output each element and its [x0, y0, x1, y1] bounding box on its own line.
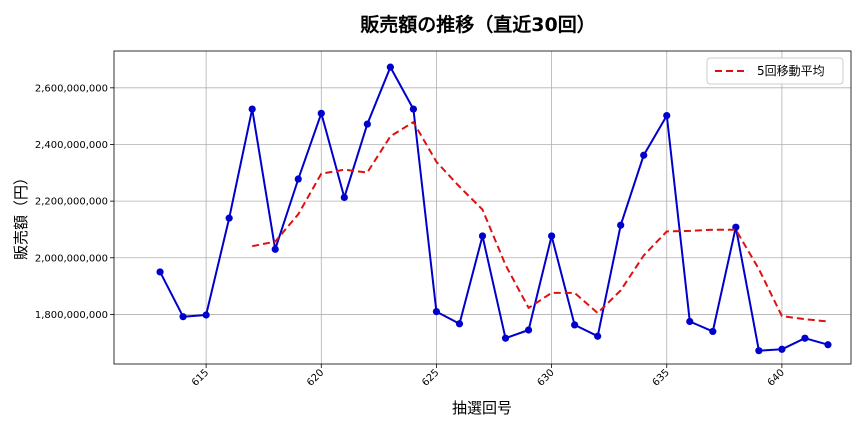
grid [114, 51, 851, 364]
sales-point [824, 341, 832, 349]
sales-point [225, 214, 233, 222]
x-axis-label: 抽選回号 [452, 399, 512, 417]
sales-point [547, 232, 556, 240]
sales-point [179, 313, 187, 321]
sales-point [663, 111, 671, 120]
sales-point [156, 268, 164, 276]
sales-point [409, 105, 418, 113]
sales-point [478, 232, 487, 240]
sales-point [524, 326, 533, 334]
x-tick-label: 625 [420, 367, 441, 388]
sales-point [202, 311, 210, 319]
sales-point [686, 317, 694, 326]
sales-point [755, 347, 763, 355]
moving-average-line [252, 121, 829, 323]
x-tick-label: 630 [535, 367, 556, 388]
sales-point [778, 345, 786, 353]
legend: 5回移動平均 [706, 57, 844, 85]
sales-point [571, 321, 579, 329]
chart-title: 販売額の推移（直近30回） [360, 13, 595, 36]
y-tick-label: 1,800,000,000 [35, 310, 108, 321]
y-tick-label: 2,200,000,000 [35, 197, 108, 208]
sales-point [594, 332, 602, 340]
sales-point [271, 245, 279, 253]
x-tick-label: 620 [305, 367, 326, 388]
sales-point [317, 109, 325, 117]
x-tick-label: 615 [190, 367, 211, 388]
sales-line [159, 66, 829, 352]
sales-point [455, 320, 464, 328]
y-tick-label: 2,400,000,000 [35, 140, 108, 151]
sales-point [340, 193, 348, 202]
sales-point [363, 120, 371, 128]
sales-point [432, 307, 441, 316]
sales-point [617, 221, 625, 229]
series-layer [156, 63, 832, 355]
y-axis-label: 販売額（円） [12, 170, 30, 260]
legend-box [706, 57, 844, 85]
sales-point [501, 334, 510, 342]
sales-point [294, 175, 302, 183]
x-tick-label: 640 [766, 367, 787, 388]
x-tick-label: 635 [651, 367, 672, 388]
sales-point [386, 63, 394, 71]
sales-point [801, 334, 809, 342]
plot-frame [113, 50, 852, 365]
axis-layer: 615 620 625 630 635 640 1,800,000,000 2,000,000… [35, 50, 852, 389]
y-tick-label: 2,000,000,000 [35, 253, 108, 264]
legend-label: 5回移動平均 [757, 64, 825, 78]
sales-point [640, 151, 648, 159]
sales-point [709, 327, 717, 336]
sales-point [248, 105, 256, 113]
y-tick-label: 2,600,000,000 [35, 83, 108, 94]
